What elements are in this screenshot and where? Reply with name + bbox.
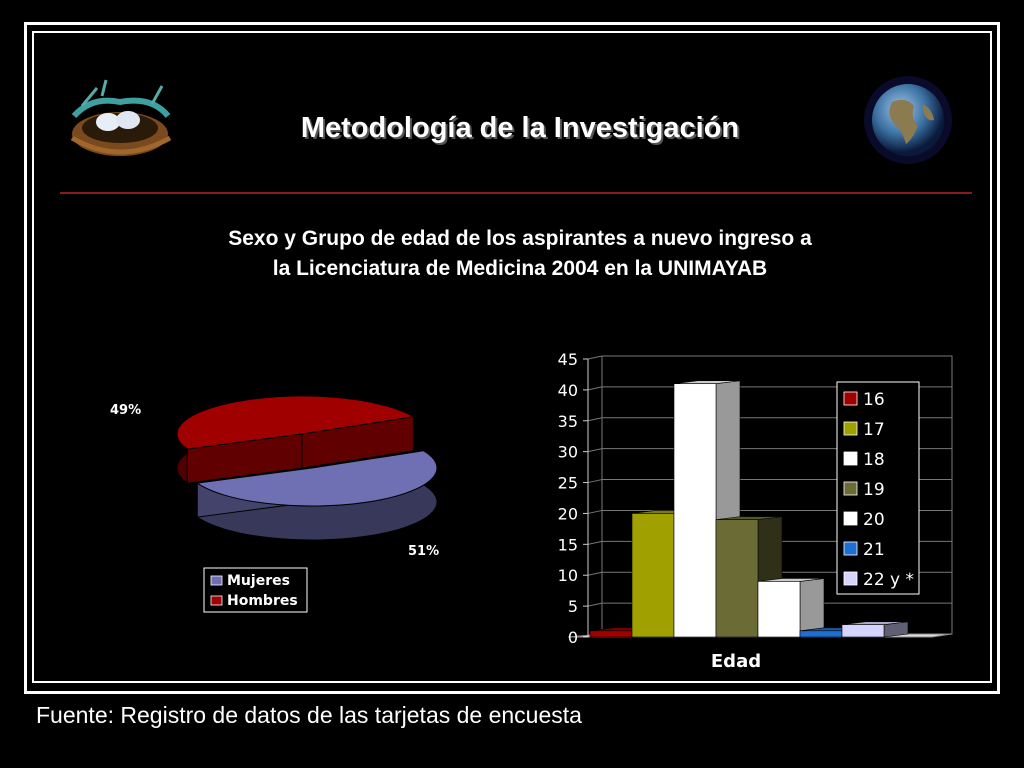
y-tick-label: 15 <box>558 535 578 554</box>
title-divider <box>60 192 972 194</box>
subtitle-line-2: la Licenciatura de Medicina 2004 en la U… <box>272 257 768 280</box>
bar-legend-item-7: 22 y * <box>843 570 914 590</box>
bar-20 <box>757 578 825 638</box>
svg-text:Hombres: Hombres <box>227 593 298 609</box>
slide-title: Metodología de la Investigación <box>300 112 740 144</box>
bar-22-y- <box>841 621 909 638</box>
slide-outer-frame <box>24 22 1000 694</box>
pie-slice-mujeres <box>195 449 438 541</box>
subtitle-line-1: Sexo y Grupo de edad de los aspirantes a… <box>228 227 812 250</box>
svg-text:18: 18 <box>863 450 885 470</box>
bar-legend: 16 17 18 19 20 21 22 y * <box>836 381 920 595</box>
svg-text:21: 21 <box>863 540 885 560</box>
svg-text:17: 17 <box>863 420 885 440</box>
bar-legend-item-6: 21 <box>843 540 885 560</box>
y-tick-label: 20 <box>558 504 578 523</box>
svg-text:22 y *: 22 y * <box>863 570 914 590</box>
source-footer: Fuente: Registro de datos de las tarjeta… <box>36 702 582 728</box>
pie-legend-item-hombres: Hombres <box>210 593 298 609</box>
y-tick-label: 0 <box>568 628 578 647</box>
y-tick-label: 5 <box>568 597 578 616</box>
pie-label-mujeres: 51% <box>408 544 439 559</box>
pie-label-hombres: 49% <box>110 403 141 418</box>
bar-legend-item-2: 17 <box>843 420 885 440</box>
bar-legend-item-1: 16 <box>843 390 885 410</box>
globe-icon <box>864 76 952 164</box>
pie-legend: Mujeres Hombres <box>203 567 308 613</box>
y-tick-label: 40 <box>558 381 578 400</box>
bar-x-axis-label: Edad <box>711 651 761 672</box>
pie-legend-item-mujeres: Mujeres <box>210 573 290 589</box>
svg-text:16: 16 <box>863 390 885 410</box>
bird-nest-icon <box>70 79 172 156</box>
svg-text:19: 19 <box>863 480 885 500</box>
slide-inner-frame <box>32 31 992 683</box>
chart-subtitle: Sexo y Grupo de edad de los aspirantes a… <box>130 224 910 284</box>
pie-chart: 51% 49% Mujeres Hombres <box>110 395 439 613</box>
pie-slice-hombres <box>176 395 415 485</box>
svg-text:Mujeres: Mujeres <box>227 573 290 589</box>
bar-legend-item-3: 18 <box>843 450 885 470</box>
bar-chart: 0 5 10 15 20 25 30 35 40 45 Edad 16 17 18 19 20 21 22 y * <box>558 350 953 672</box>
bar-legend-item-5: 20 <box>843 510 885 530</box>
bar-y-axis: 0 5 10 15 20 25 30 35 40 45 <box>558 350 589 647</box>
y-tick-label: 25 <box>558 474 578 493</box>
bar-legend-item-4: 19 <box>843 480 885 500</box>
y-tick-label: 30 <box>558 443 578 462</box>
svg-text:20: 20 <box>863 510 885 530</box>
y-tick-label: 35 <box>558 412 578 431</box>
y-tick-label: 10 <box>558 566 578 585</box>
y-tick-label: 45 <box>558 350 578 369</box>
